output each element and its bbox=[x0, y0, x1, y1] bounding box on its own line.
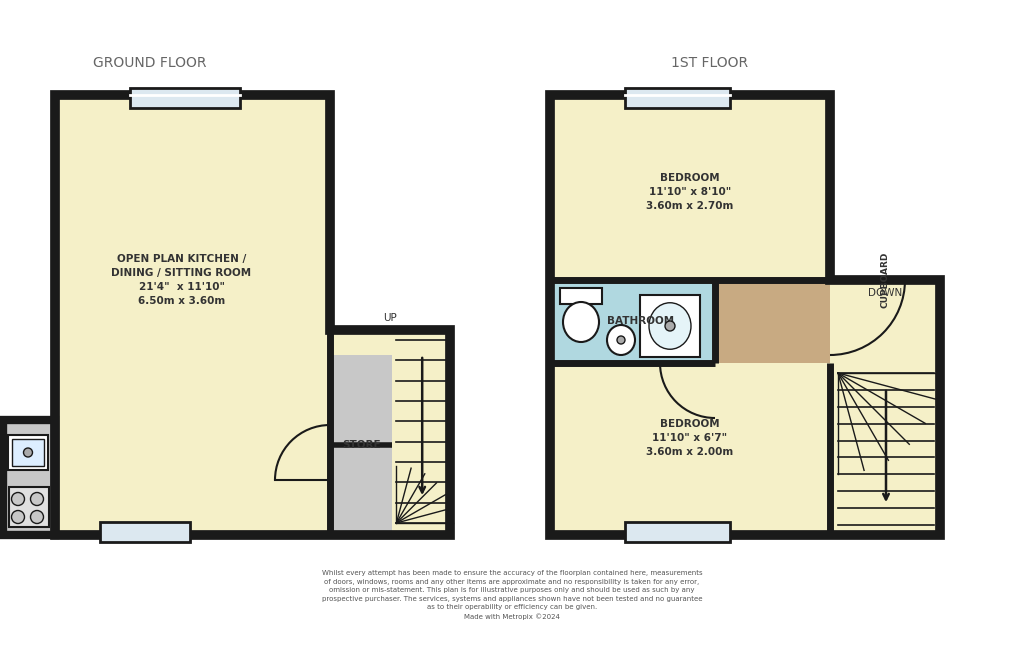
Text: BEDROOM
11'10" x 8'10"
3.60m x 2.70m: BEDROOM 11'10" x 8'10" 3.60m x 2.70m bbox=[646, 173, 733, 211]
Text: Whilst every attempt has been made to ensure the accuracy of the floorplan conta: Whilst every attempt has been made to en… bbox=[322, 570, 702, 620]
Bar bbox=[8, 435, 48, 470]
Circle shape bbox=[11, 493, 25, 506]
Polygon shape bbox=[550, 95, 940, 535]
Circle shape bbox=[617, 336, 625, 344]
Bar bbox=[100, 522, 190, 542]
Text: OPEN PLAN KITCHEN /
DINING / SITTING ROOM
21'4"  x 11'10"
6.50m x 3.60m: OPEN PLAN KITCHEN / DINING / SITTING ROO… bbox=[112, 253, 252, 306]
Bar bbox=[560, 288, 602, 304]
Bar bbox=[130, 88, 240, 108]
Bar bbox=[715, 280, 830, 363]
Text: GROUND FLOOR: GROUND FLOOR bbox=[93, 56, 207, 70]
Text: UP: UP bbox=[383, 313, 397, 323]
Circle shape bbox=[24, 448, 33, 457]
Bar bbox=[625, 88, 730, 108]
Text: BATHROOM: BATHROOM bbox=[607, 317, 675, 326]
Circle shape bbox=[665, 321, 675, 331]
Bar bbox=[3, 420, 55, 535]
Text: 1ST FLOOR: 1ST FLOOR bbox=[672, 56, 749, 70]
Circle shape bbox=[31, 510, 43, 524]
Ellipse shape bbox=[563, 302, 599, 342]
Bar bbox=[9, 487, 49, 527]
Text: CUPBOARD: CUPBOARD bbox=[881, 252, 890, 308]
Circle shape bbox=[11, 510, 25, 524]
Text: STORE: STORE bbox=[342, 440, 381, 450]
Circle shape bbox=[31, 493, 43, 506]
Bar bbox=[625, 522, 730, 542]
Ellipse shape bbox=[607, 325, 635, 355]
Bar bbox=[12, 439, 44, 466]
Text: BEDROOM
11'10" x 6'7"
3.60m x 2.00m: BEDROOM 11'10" x 6'7" 3.60m x 2.00m bbox=[646, 419, 733, 457]
Bar bbox=[640, 295, 700, 357]
Bar bbox=[550, 280, 715, 363]
Text: DOWN: DOWN bbox=[868, 288, 902, 298]
Bar bbox=[3, 420, 55, 535]
Ellipse shape bbox=[649, 303, 691, 349]
Polygon shape bbox=[55, 95, 450, 535]
Bar bbox=[330, 355, 392, 535]
